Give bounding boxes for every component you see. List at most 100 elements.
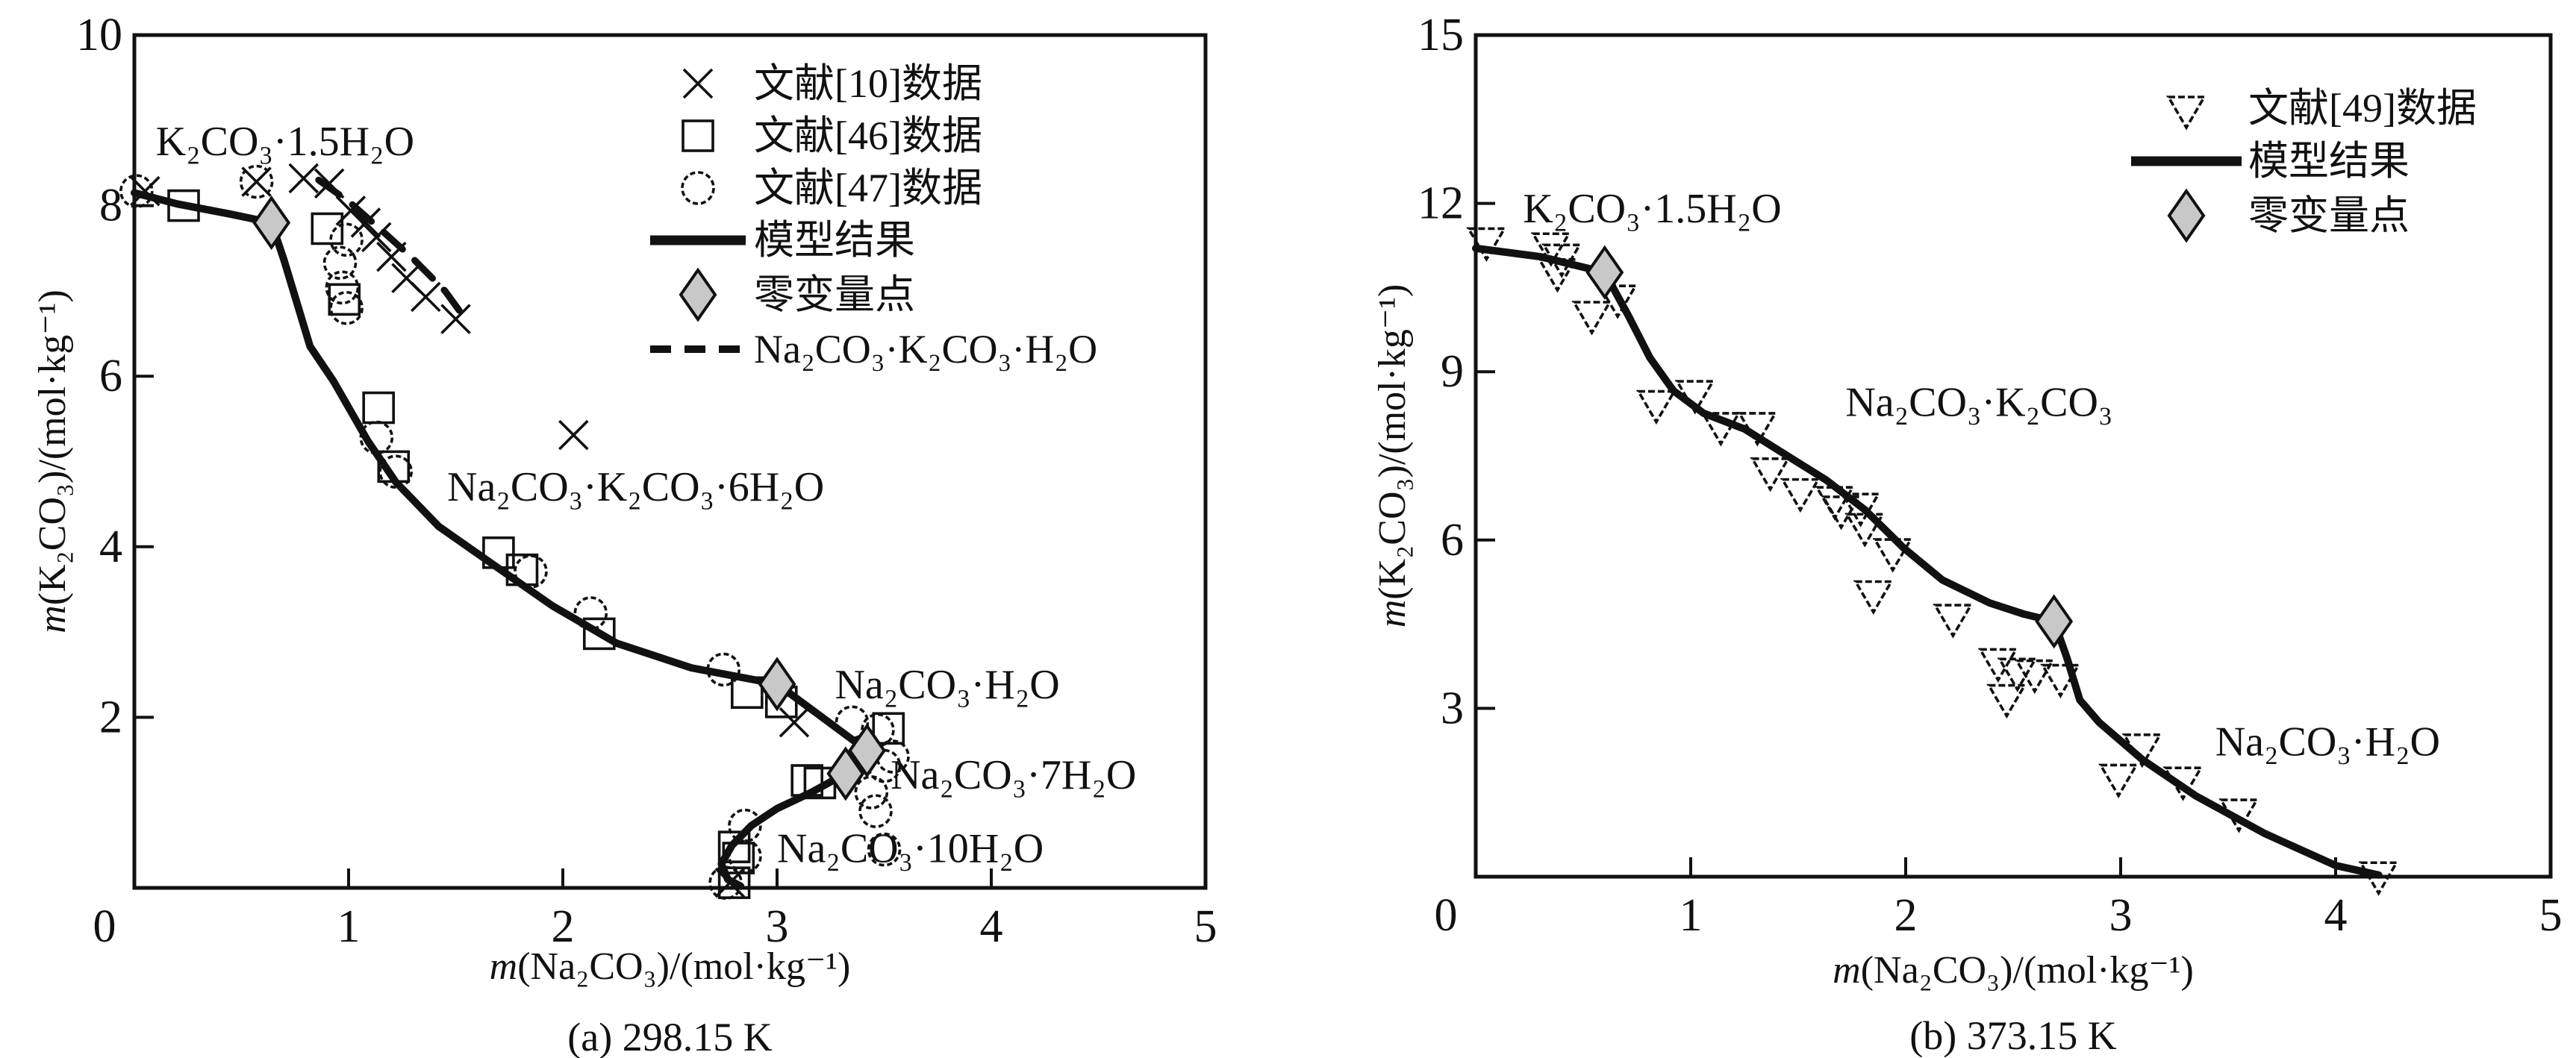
data-point-triangle-down	[2098, 763, 2139, 798]
annotation-label: Na₂CO₃·10H₂O	[777, 825, 1044, 871]
legend-label: 文献[46]数据	[754, 113, 982, 158]
data-point-triangle-down	[1933, 604, 1974, 639]
chart-a-canvas: 0 1 2 3 4 5 2 4 6 8 10 m(Na₂CO₃)/(mol·kg⁻¹) m(K₂CO₃)…	[31, 10, 1217, 1058]
x-tick-label: 3	[2109, 890, 2133, 941]
legend-diamond-swatch	[679, 267, 717, 322]
data-point-square	[872, 712, 905, 745]
data-point-triangle-down	[1700, 412, 1741, 447]
annotation-label: K₂CO₃·1.5H₂O	[156, 119, 414, 165]
x-tick-label: 1	[1680, 890, 1703, 941]
axis-frame	[1473, 33, 2553, 879]
data-point-circle	[329, 222, 364, 257]
annotation-label: Na₂CO₃·7H₂O	[891, 752, 1136, 798]
data-point-triangle-down	[1780, 478, 1821, 513]
data-point-triangle-down	[1853, 580, 1894, 616]
axis-frame	[132, 33, 1208, 890]
y-tick-label: 3	[1441, 683, 1464, 733]
y-tick-label: 15	[1418, 10, 1464, 60]
data-point-circle	[728, 808, 762, 843]
y-tick-label: 12	[1418, 178, 1464, 229]
annotation-label: K₂CO₃·1.5H₂O	[1523, 186, 1781, 232]
legend-square-swatch	[682, 119, 714, 152]
legend-cross-swatch	[682, 68, 714, 99]
legend-label: 文献[10]数据	[754, 61, 982, 106]
y-axis-title: m(K₂CO₃)/(mol·kg⁻¹)	[1371, 284, 1414, 628]
data-point-triangle-down	[1986, 683, 2027, 719]
chart-b-canvas: 0 1 2 3 4 53691215m(Na₂CO₃)/(mol·kg⁻¹)m(K₂CO₃…	[1371, 10, 2563, 1058]
data-point-cross	[779, 707, 810, 738]
data-point-triangle-down	[1872, 538, 1913, 573]
data-point-circle	[322, 245, 358, 280]
data-point-circle	[854, 775, 889, 810]
annotation-label: Na₂CO₃·K₂CO₃·6H₂O	[447, 464, 824, 510]
legend-label: 零变量点	[2248, 193, 2410, 238]
data-point-circle	[835, 705, 870, 740]
panel-a-298K: 0 1 2 3 4 5 2 4 6 8 10 m(Na₂CO₃)/(mol·kg⁻¹) m(K₂CO₃)…	[31, 10, 1217, 1058]
panel-caption: (b) 373.15 K	[1909, 1013, 2116, 1058]
data-point-circle	[514, 554, 548, 589]
data-point-triangle-down	[1821, 495, 1862, 530]
y-tick-label: 4	[99, 522, 122, 572]
legend-label: 文献[49]数据	[2248, 86, 2477, 131]
data-point-cross	[411, 281, 441, 313]
data-point-triangle-down	[1844, 513, 1886, 548]
x-tick-label: 0	[93, 901, 116, 952]
data-point-cross	[241, 166, 272, 197]
data-point-diamond	[252, 195, 291, 250]
data-point-triangle-down	[2040, 663, 2081, 699]
data-point-square	[328, 283, 361, 316]
x-axis-title: m(Na₂CO₃)/(mol·kg⁻¹)	[1833, 949, 2194, 992]
model-curve	[131, 189, 871, 890]
data-point-square	[717, 830, 751, 863]
legend-label: 模型结果	[754, 218, 915, 263]
data-point-triangle-down	[1530, 232, 1571, 267]
data-point-circle	[573, 596, 608, 630]
data-point-triangle-down	[2014, 659, 2055, 695]
data-point-circle	[728, 839, 762, 874]
data-point-square	[582, 617, 616, 651]
data-point-circle	[858, 794, 893, 828]
legend-triangle-down-swatch	[2165, 96, 2207, 131]
data-point-triangle-down	[2358, 861, 2399, 896]
data-point-cross	[361, 222, 392, 253]
legend-label: 模型结果	[2248, 139, 2410, 184]
data-point-cross	[558, 419, 589, 451]
data-point-diamond	[758, 657, 796, 712]
data-point-square	[362, 391, 395, 425]
annotation-label: Na₂CO₃·H₂O	[835, 662, 1059, 708]
data-point-circle	[867, 832, 902, 867]
data-point-cross	[440, 304, 471, 334]
data-point-circle	[867, 748, 902, 783]
data-point-circle	[359, 420, 394, 455]
legend-label: 零变量点	[754, 272, 915, 317]
data-point-triangle-down	[1635, 389, 1677, 425]
data-point-circle	[861, 713, 895, 748]
y-axis-title: m(K₂CO₃)/(mol·kg⁻¹)	[31, 289, 74, 633]
data-point-diamond	[2035, 594, 2074, 649]
x-tick-label: 4	[2324, 890, 2348, 941]
data-point-square	[311, 212, 344, 245]
data-point-diamond	[1585, 245, 1624, 300]
data-point-triangle-down	[1750, 457, 1791, 492]
data-point-circle	[378, 454, 413, 489]
x-tick-label: 1	[337, 901, 361, 952]
x-tick-label: 5	[2539, 890, 2563, 941]
x-tick-label: 3	[766, 901, 789, 952]
data-point-triangle-down	[1571, 301, 1612, 336]
x-tick-label: 0	[1435, 890, 1458, 941]
y-tick-label: 6	[99, 351, 122, 401]
data-point-triangle-down	[1466, 227, 1507, 263]
y-tick-label: 2	[99, 692, 122, 742]
data-point-diamond	[826, 746, 865, 801]
x-tick-label: 5	[1194, 901, 1217, 952]
y-tick-label: 9	[1441, 346, 1464, 397]
x-axis-title: m(Na₂CO₃)/(mol·kg⁻¹)	[490, 945, 851, 988]
panel-b-373K: 0 1 2 3 4 5 3 6 9 12 15 m(Na₂CO₃)/(mol·kg⁻¹) m(K₂CO₃…	[1288, 0, 2576, 1058]
data-point-cross	[288, 163, 319, 194]
data-point-diamond	[848, 723, 886, 778]
data-point-cross	[350, 207, 381, 238]
y-tick-label: 10	[76, 10, 122, 60]
x-tick-label: 4	[980, 901, 1003, 952]
data-point-triangle-down	[1997, 657, 2038, 692]
